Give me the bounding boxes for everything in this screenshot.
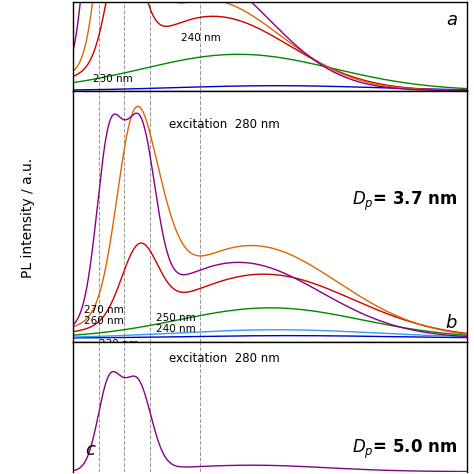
Text: a: a: [446, 11, 457, 29]
Text: 230 nm: 230 nm: [92, 74, 132, 84]
Text: excitation  280 nm: excitation 280 nm: [169, 118, 279, 131]
Text: 270 nm: 270 nm: [83, 305, 123, 316]
Text: 260 nm: 260 nm: [83, 316, 123, 326]
Text: $D_p$= 3.7 nm: $D_p$= 3.7 nm: [352, 190, 457, 213]
Text: c: c: [85, 441, 95, 459]
Text: 230 nm: 230 nm: [99, 339, 138, 349]
Text: $D_p$= 5.0 nm: $D_p$= 5.0 nm: [352, 438, 457, 461]
Text: excitation  280 nm: excitation 280 nm: [169, 352, 279, 365]
Text: 240 nm: 240 nm: [156, 324, 196, 334]
Text: PL intensity / a.u.: PL intensity / a.u.: [21, 158, 36, 278]
Text: 240 nm: 240 nm: [182, 33, 221, 43]
Text: b: b: [446, 313, 457, 331]
Text: 250 nm: 250 nm: [156, 313, 196, 323]
